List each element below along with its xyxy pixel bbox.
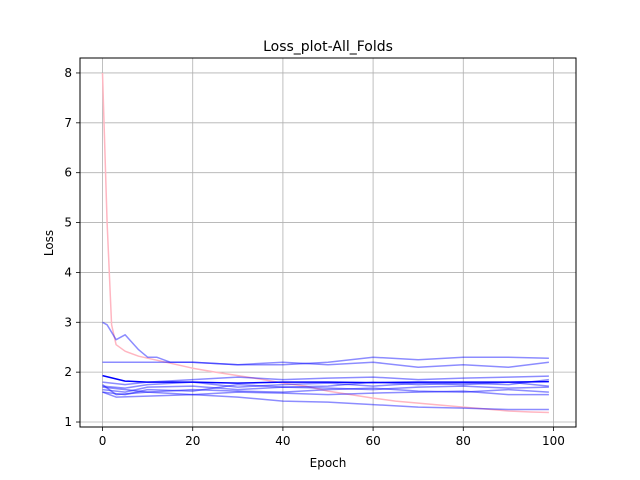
x-tick-label: 0 [99, 434, 107, 448]
y-tick-label: 3 [64, 315, 72, 329]
val-loss-line-4 [102, 383, 549, 411]
plot-frame [79, 57, 577, 428]
val-loss-line-7 [102, 381, 549, 389]
x-tick-label: 60 [365, 434, 380, 448]
x-axis-label: Epoch [310, 456, 347, 470]
x-tick-label: 80 [456, 434, 471, 448]
series-layer [101, 72, 549, 414]
y-tick-label: 7 [64, 116, 72, 130]
y-tick-label: 1 [64, 415, 72, 429]
y-tick-label: 5 [64, 216, 72, 230]
val-loss-line-5 [102, 390, 549, 398]
train-loss-line [101, 72, 549, 414]
val-loss-line-9 [102, 386, 549, 393]
x-tick-label: 100 [542, 434, 565, 448]
y-tick-label: 8 [64, 66, 72, 80]
y-tick-label: 6 [64, 166, 72, 180]
tick-layer: 0 20 40 60 80 100 1 2 3 4 5 6 7 8 [64, 66, 565, 448]
chart-title: Loss_plot-All_Folds [263, 39, 393, 55]
y-axis-label: Loss [42, 230, 56, 256]
val-loss-line-3 [102, 356, 549, 366]
x-tick-label: 20 [185, 434, 200, 448]
grid-layer [80, 58, 576, 427]
val-loss-line-6 [102, 385, 549, 393]
val-loss-line-10 [102, 375, 549, 386]
y-tick-label: 2 [64, 365, 72, 379]
y-tick-label: 4 [64, 265, 72, 279]
val-loss-line-2 [102, 321, 549, 368]
val-loss-line-8 [102, 378, 549, 396]
x-tick-label: 40 [275, 434, 290, 448]
val-loss-line-1 [102, 374, 549, 384]
